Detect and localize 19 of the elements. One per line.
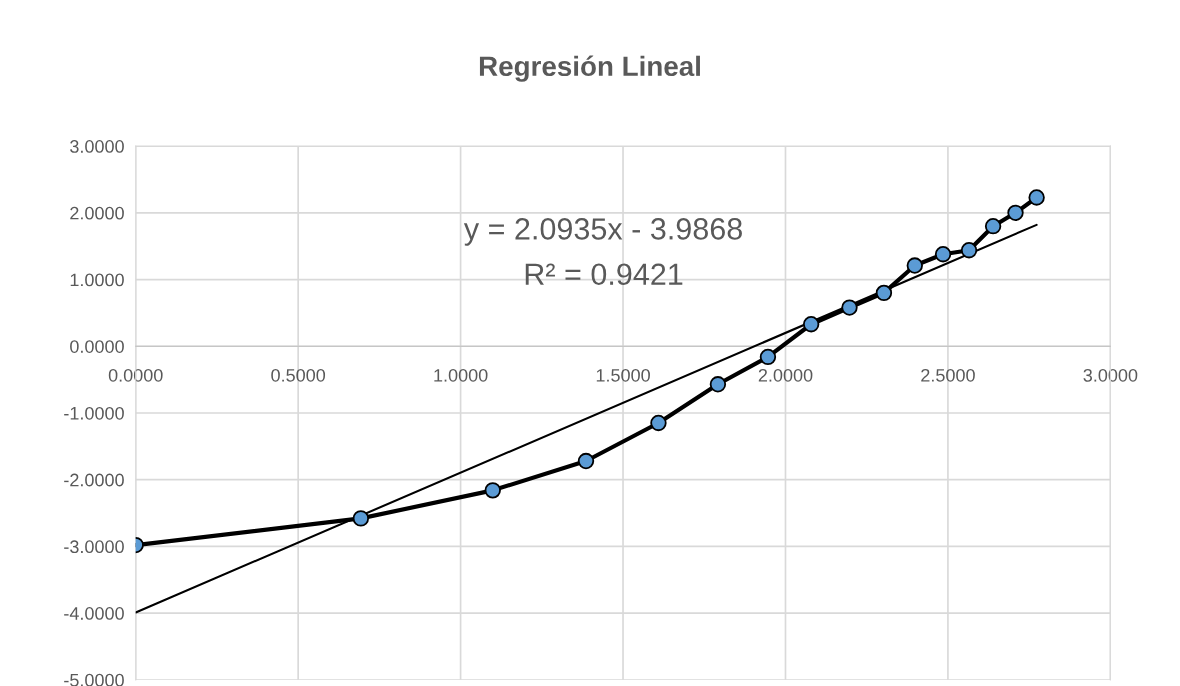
x-tick-label: 2.0000 bbox=[758, 368, 813, 382]
annotation: y = 2.0935x - 3.9868 bbox=[463, 218, 742, 246]
y-tick-label: 2.0000 bbox=[70, 206, 124, 220]
x-tick-label: 0.5000 bbox=[271, 368, 326, 382]
y-tick-label: -2.0000 bbox=[64, 473, 124, 487]
y-tick-label: 1.0000 bbox=[70, 273, 124, 287]
y-tick-label: -1.0000 bbox=[64, 406, 124, 420]
annotation: R² = 0.9421 bbox=[525, 263, 683, 286]
x-tick-label: 3.0000 bbox=[1083, 368, 1138, 382]
y-tick-label: 3.0000 bbox=[70, 140, 124, 153]
x-tick-label: 0.0000 bbox=[108, 368, 163, 382]
y-tick-label: -5.0000 bbox=[64, 673, 124, 686]
y-tick-label: -4.0000 bbox=[64, 607, 124, 620]
x-tick-label: 1.5000 bbox=[596, 368, 650, 382]
chart-title: Regresión Lineal bbox=[479, 55, 700, 82]
y-tick-label: 0.0000 bbox=[70, 340, 124, 353]
x-tick-label: 1.0000 bbox=[434, 368, 488, 382]
y-tick-label: -3.0000 bbox=[64, 540, 124, 554]
x-tick-label: 2.5000 bbox=[921, 368, 975, 382]
